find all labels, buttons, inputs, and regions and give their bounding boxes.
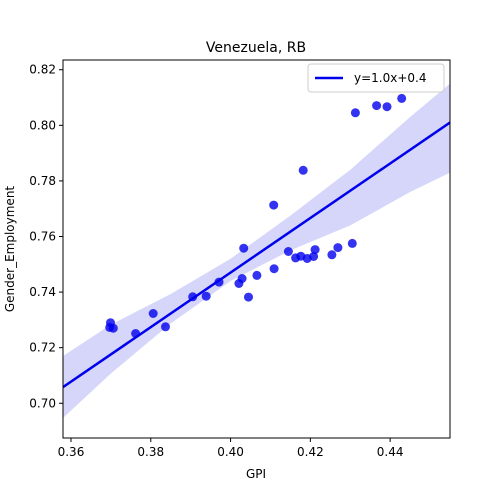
data-point	[269, 264, 279, 274]
data-point	[244, 292, 253, 302]
data-point	[161, 322, 170, 332]
plot-area	[63, 83, 450, 418]
data-point	[201, 291, 211, 301]
legend-label: y=1.0x+0.4	[354, 71, 426, 85]
data-point	[239, 243, 249, 253]
data-point	[347, 238, 357, 248]
y-tick-label: 0.74	[29, 285, 56, 299]
y-axis: 0.70 0.72 0.74 0.76 0.78 0.80 0.82	[29, 63, 63, 410]
data-point	[310, 245, 320, 255]
data-point	[298, 165, 308, 175]
y-axis-label: Gender_Employment	[3, 186, 17, 313]
y-tick-label: 0.72	[29, 341, 56, 355]
plot-frame	[62, 59, 451, 439]
y-tick-label: 0.82	[29, 63, 56, 77]
x-axis-label: GPI	[246, 467, 266, 481]
data-point	[148, 309, 158, 318]
chart-title: Venezuela, RB	[206, 40, 306, 56]
y-tick-label: 0.80	[29, 118, 56, 132]
x-tick-label: 0.38	[137, 445, 164, 459]
x-tick-label: 0.44	[377, 445, 404, 459]
legend: y=1.0x+0.4	[307, 63, 445, 93]
confidence-band	[63, 83, 450, 418]
data-point	[327, 250, 337, 260]
y-tick-label: 0.76	[29, 229, 56, 243]
y-tick-label: 0.78	[29, 174, 56, 188]
data-point	[237, 274, 247, 283]
x-tick-label: 0.42	[297, 445, 324, 459]
data-point	[252, 270, 262, 280]
legend-box	[307, 63, 445, 93]
data-point	[382, 102, 392, 112]
x-axis: 0.36 0.38 0.40 0.42 0.44	[58, 438, 404, 459]
data-point	[372, 101, 382, 111]
data-point	[333, 243, 343, 253]
data-point	[350, 108, 360, 118]
y-tick-label: 0.70	[29, 396, 56, 410]
data-point	[269, 200, 279, 210]
x-tick-label: 0.40	[217, 445, 244, 459]
x-tick-label: 0.36	[58, 445, 85, 459]
data-point	[108, 323, 118, 333]
data-point	[309, 252, 319, 261]
regression-line	[63, 121, 450, 389]
data-point	[397, 93, 407, 103]
data-point	[283, 247, 293, 256]
